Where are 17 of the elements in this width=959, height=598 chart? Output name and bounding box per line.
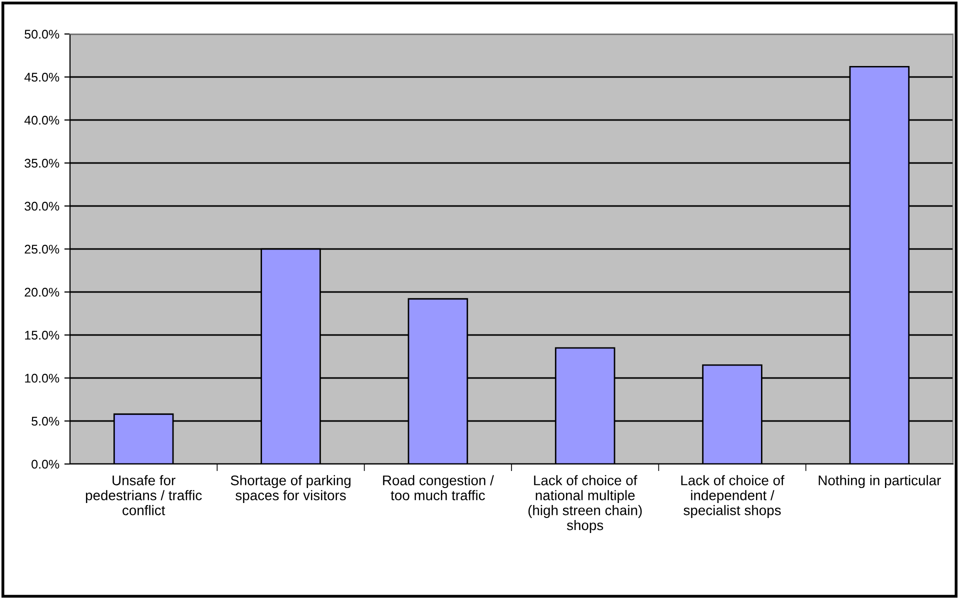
x-tick-label: Nothing in particular xyxy=(818,475,941,488)
y-tick-label: 20.0% xyxy=(24,288,60,297)
y-tick-label: 50.0% xyxy=(24,30,60,39)
y-tick-label: 30.0% xyxy=(24,202,60,211)
y-tick-label: 5.0% xyxy=(32,416,60,426)
y-tick-label: 25.0% xyxy=(24,244,60,254)
y-tick-label: 10.0% xyxy=(25,374,60,383)
x-tick-label: Lack of choice of national multiple (high streen chain) shops xyxy=(528,475,642,533)
x-tick-label: Unsafe for pedestrians / traffic conflict xyxy=(86,475,202,516)
y-tick-label: 40.0% xyxy=(24,116,60,125)
y-tick-label: 35.0% xyxy=(24,158,60,168)
x-tick-label: Lack of choice of independent / specialist shops xyxy=(681,475,784,518)
x-tick-label: Road congestion / too much traffic xyxy=(383,475,494,500)
y-tick-label: 0.0% xyxy=(32,460,60,469)
x-tick-label: Shortage of parking spaces for visitors xyxy=(230,475,350,504)
y-tick-label: 15.0% xyxy=(25,330,60,340)
y-tick-label: 45.0% xyxy=(24,72,60,82)
